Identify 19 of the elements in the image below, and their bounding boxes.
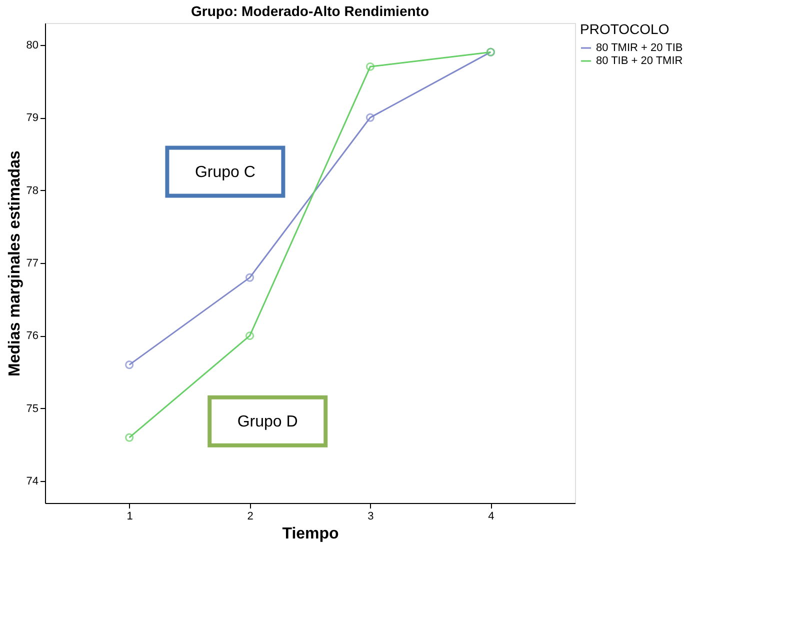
y-tick-label: 79 (26, 112, 38, 124)
y-tick-label: 77 (26, 258, 38, 270)
x-tick-label: 1 (126, 510, 133, 522)
annotation: Grupo D (237, 413, 298, 430)
x-tick-label: 4 (488, 510, 494, 522)
legend-label: 80 TMIR + 20 TIB (596, 42, 683, 54)
x-tick-label: 2 (247, 510, 254, 522)
x-tick-label: 3 (368, 510, 374, 522)
chart-title: Grupo: Moderado-Alto Rendimiento (191, 3, 429, 19)
y-tick-label: 76 (26, 330, 38, 342)
legend-title: PROTOCOLO (580, 21, 670, 37)
y-tick-label: 74 (26, 476, 38, 488)
y-tick-label: 75 (26, 402, 38, 415)
legend-label: 80 TIB + 20 TMIR (596, 55, 683, 67)
y-tick-label: 78 (26, 184, 38, 197)
y-axis-title: Medias marginales estimadas (6, 150, 24, 376)
x-axis-title: Tiempo (282, 526, 340, 542)
y-tick-label: 80 (26, 39, 38, 52)
annotation: Grupo C (194, 164, 256, 181)
